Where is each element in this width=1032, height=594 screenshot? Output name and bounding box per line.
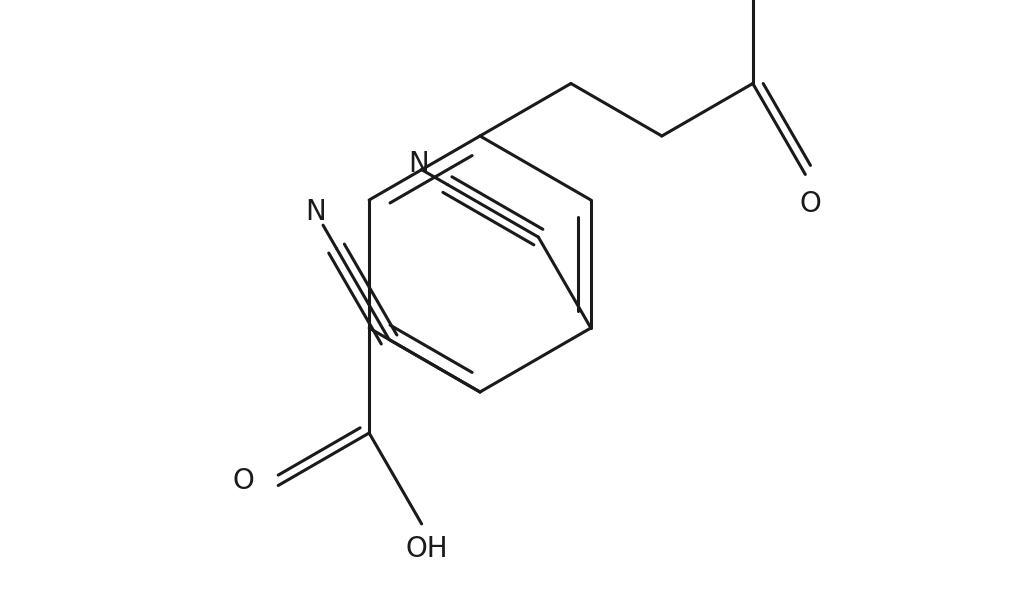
Text: O: O bbox=[232, 466, 254, 494]
Text: N: N bbox=[409, 150, 429, 178]
Text: N: N bbox=[305, 198, 326, 226]
Text: OH: OH bbox=[406, 535, 448, 563]
Text: O: O bbox=[800, 191, 821, 219]
